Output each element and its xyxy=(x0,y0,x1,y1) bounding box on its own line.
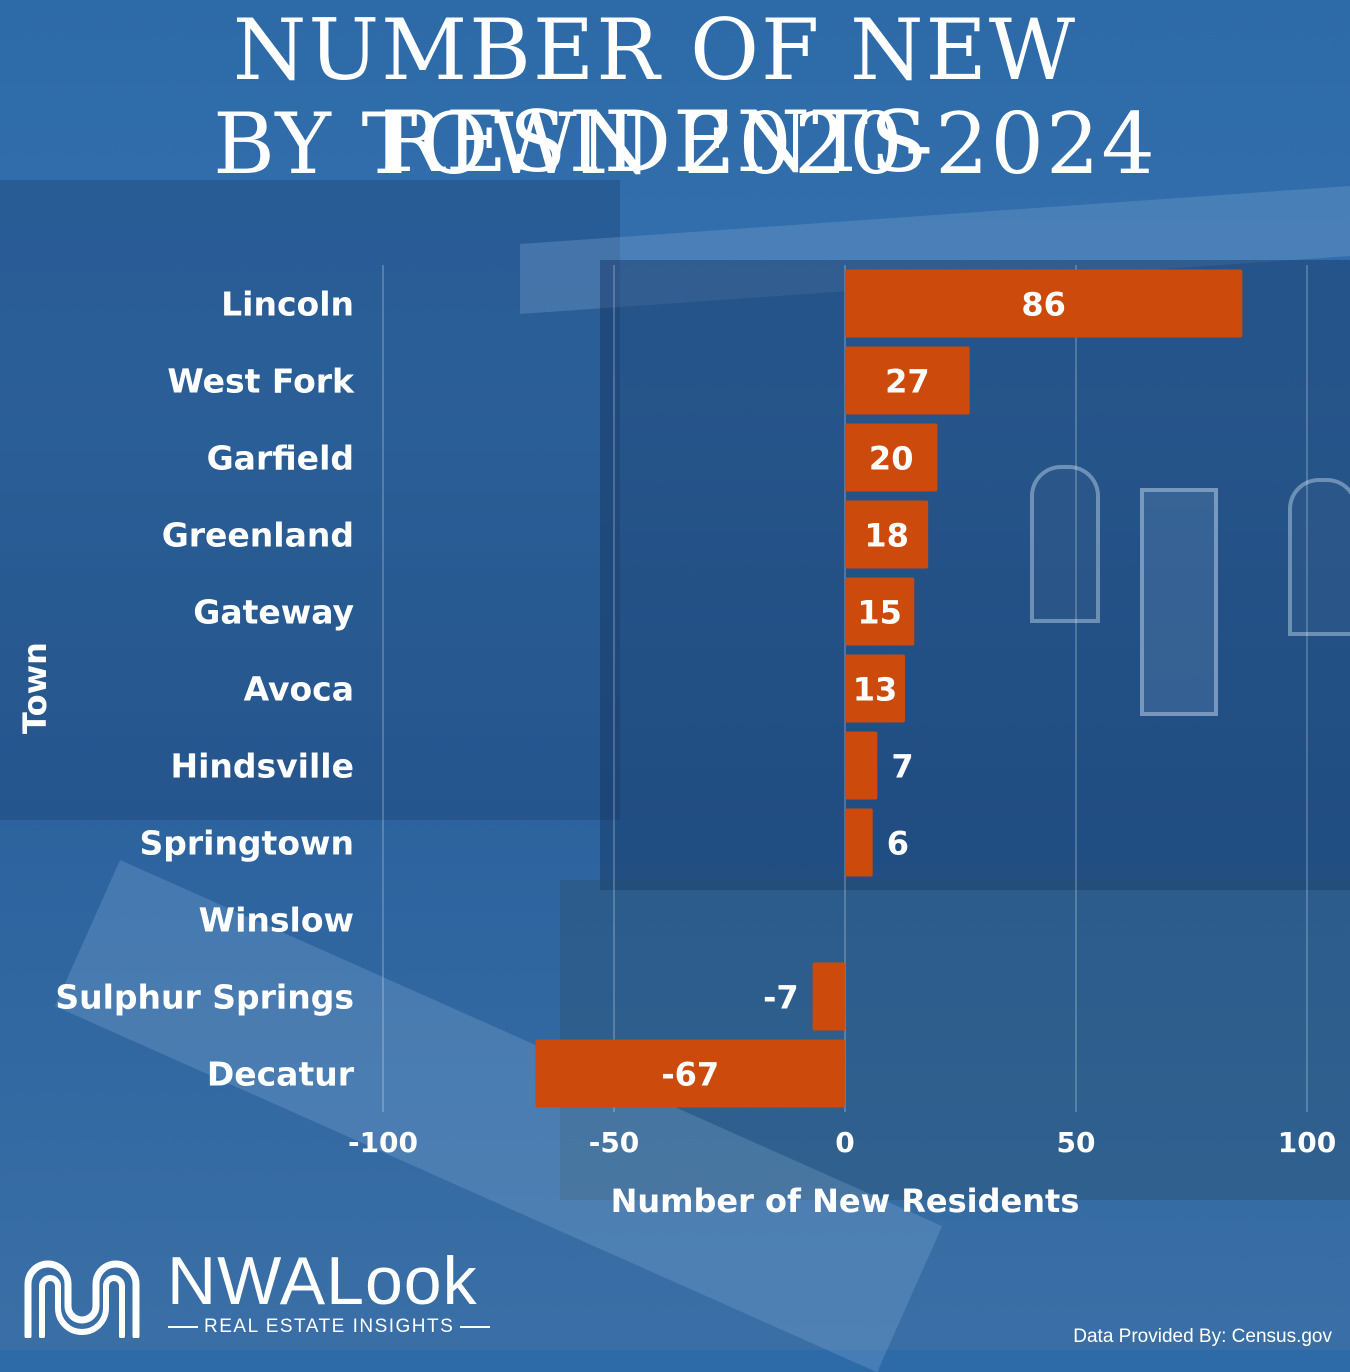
nwalook-logo-icon xyxy=(24,1260,140,1338)
bar xyxy=(845,269,1243,338)
title-line-2: BY TOWN 2020-2024 xyxy=(213,95,1157,193)
y-axis-title: Town xyxy=(16,642,54,734)
bar xyxy=(845,577,915,646)
x-axis-title: Number of New Residents xyxy=(611,1182,1080,1220)
value-label: 18 xyxy=(864,517,909,555)
tagline-dash xyxy=(460,1325,491,1328)
value-label: -67 xyxy=(661,1056,719,1094)
category-label: Gateway xyxy=(193,593,354,632)
tagline-dash xyxy=(168,1325,198,1328)
bar xyxy=(845,423,938,492)
value-label: 86 xyxy=(1021,286,1066,324)
bar xyxy=(812,962,845,1031)
category-labels: Lincoln West Fork Garfield Greenland Gateway… xyxy=(55,285,355,1094)
value-label: 7 xyxy=(891,748,913,786)
x-tick-labels: -100 -50 0 50 100 xyxy=(348,1126,1336,1159)
logo-tagline: REAL ESTATE INSIGHTS xyxy=(204,1316,455,1337)
category-label: Springtown xyxy=(139,824,354,863)
category-label: Hindsville xyxy=(170,747,354,786)
x-tick-label: -100 xyxy=(348,1126,418,1159)
data-source-credit: Data Provided By: Census.gov xyxy=(1073,1326,1332,1347)
category-label: West Fork xyxy=(167,362,355,401)
x-tick-label: -50 xyxy=(589,1126,640,1159)
bars xyxy=(535,269,1243,1108)
value-label: 27 xyxy=(885,363,930,401)
brand-logo: NWALook REAL ESTATE INSIGHTS xyxy=(22,1243,492,1343)
category-label: Greenland xyxy=(162,516,354,555)
logo-tagline-row: REAL ESTATE INSIGHTS xyxy=(162,1316,496,1338)
x-tick-label: 50 xyxy=(1057,1126,1096,1159)
value-label: 20 xyxy=(869,440,914,478)
bar xyxy=(845,654,906,723)
title-line-1: NUMBER OF NEW RESIDENTS xyxy=(232,1,1078,191)
value-label: -7 xyxy=(763,979,799,1017)
bar xyxy=(845,731,878,800)
logo-wordmark: NWALook xyxy=(167,1243,478,1319)
value-label: 15 xyxy=(857,594,902,632)
bar xyxy=(845,808,873,877)
category-label: Lincoln xyxy=(221,285,354,324)
value-labels: 86 27 20 18 15 13 7 6 -7 -67 xyxy=(661,286,1066,1094)
value-label: 6 xyxy=(887,825,909,863)
value-label: 13 xyxy=(853,671,898,709)
bar xyxy=(535,1039,845,1108)
category-label: Garfield xyxy=(207,439,354,478)
bar xyxy=(845,500,929,569)
x-tick-label: 0 xyxy=(835,1126,854,1159)
category-label: Avoca xyxy=(244,670,354,709)
bar xyxy=(845,346,970,415)
category-label: Winslow xyxy=(199,901,354,940)
x-tick-label: 100 xyxy=(1278,1126,1336,1159)
category-label: Sulphur Springs xyxy=(55,978,354,1017)
category-label: Decatur xyxy=(207,1055,355,1094)
